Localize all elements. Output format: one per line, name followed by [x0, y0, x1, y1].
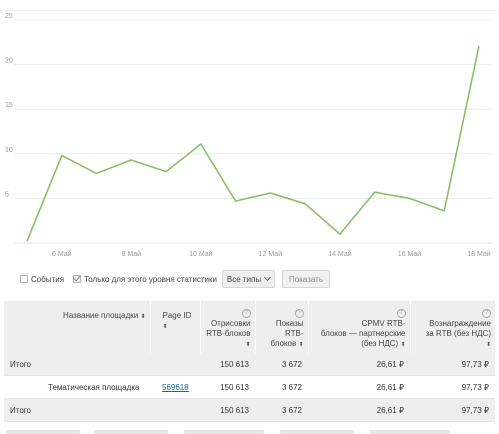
col-reward-label-1: Вознаграждение	[429, 319, 491, 328]
table-row: Тематическая площадка 569618 150 613 3 6…	[4, 375, 495, 399]
col-reward-header[interactable]: ? Вознаграждение за RTB (без НДС) ⬍	[410, 301, 495, 353]
cell-pageid: 569618	[150, 375, 200, 399]
col-cpmv-label-2: блоков — партнерские	[320, 329, 406, 338]
events-label[interactable]: События	[31, 275, 65, 284]
sort-icon: ⬍	[298, 342, 304, 348]
col-renders-label-2: RTB-блоков	[206, 329, 251, 338]
cell-reward: 97,73 ₽	[410, 398, 495, 422]
cell-pageid	[150, 353, 200, 376]
top-divider	[0, 0, 499, 11]
x-tick-label: 8 Май	[122, 250, 142, 258]
cell-shows: 3 672	[255, 398, 308, 422]
stats-table: Название площадки ⬍ Page ID ⬍ ? Отрисовки…	[4, 301, 495, 422]
sort-icon: ⬍	[162, 324, 168, 330]
help-icon[interactable]: ?	[482, 309, 491, 318]
cell-reward: 97,73 ₽	[410, 375, 495, 399]
series-line	[26, 45, 480, 242]
bottom-stub	[6, 430, 80, 434]
y-tick-label: 5	[5, 191, 9, 198]
y-axis-ticks: 5 10 15 20 25	[5, 13, 13, 198]
col-reward-label-2: за RTB (без НДС)	[425, 329, 491, 338]
help-icon[interactable]: ?	[396, 309, 406, 318]
help-icon[interactable]: ?	[241, 309, 251, 318]
y-tick-label: 20	[5, 58, 13, 65]
col-shows-header[interactable]: ? Показы RTB-блоков ⬍	[255, 301, 309, 353]
col-shows-label-2: RTB-	[284, 329, 304, 338]
only-level-checkbox[interactable]	[73, 273, 81, 283]
cell-renders: 150 613	[200, 375, 255, 399]
sort-icon: ⬍	[245, 342, 251, 348]
events-checkbox[interactable]	[20, 275, 28, 283]
sort-icon: ⬍	[400, 342, 406, 348]
bottom-controls-stub	[0, 430, 499, 434]
col-name-label: Название площадки	[63, 311, 139, 320]
cell-name: Итого	[4, 353, 150, 376]
chart-gridlines	[14, 19, 492, 244]
col-cpmv-header[interactable]: ? CPMV RTB-блоков — партнерские (без НДС)…	[308, 301, 411, 353]
x-tick-label: 18 Май	[467, 250, 491, 258]
x-axis-ticks: 6 Май 8 Май 10 Май 12 Май 14 Май 16 Май 18 Май	[52, 250, 491, 258]
stats-table-container: Название площадки ⬍ Page ID ⬍ ? Отрисовки…	[4, 301, 495, 434]
y-tick-label: 10	[5, 147, 13, 154]
types-dropdown-label: Все типы	[226, 275, 262, 284]
chart-series	[26, 45, 480, 242]
cell-cpmv: 26,61 ₽	[308, 353, 410, 376]
x-tick-label: 14 Май	[328, 250, 352, 258]
col-cpmv-label-3: (без НДС)	[361, 339, 399, 348]
cell-renders: 150 613	[200, 353, 255, 376]
help-icon[interactable]: ?	[294, 309, 304, 318]
types-dropdown[interactable]: Все типы	[222, 270, 275, 288]
cell-shows: 3 672	[255, 375, 308, 399]
cell-cpmv: 26,61 ₽	[308, 375, 410, 399]
cell-pageid	[150, 398, 200, 422]
only-level-label[interactable]: Только для этого уровня статистики	[84, 275, 217, 284]
x-tick-label: 6 Май	[52, 250, 72, 258]
page-id-link[interactable]: 569618	[162, 382, 189, 392]
col-shows-label-1: Показы	[275, 319, 304, 328]
line-chart: 5 10 15 20 25 6 Май 8 Май 10 Май 12 Май 14 Май 16…	[5, 13, 492, 258]
col-renders-label-1: Отрисовки	[210, 319, 251, 328]
col-name-header[interactable]: Название площадки ⬍	[4, 301, 151, 353]
col-pageid-label: Page ID	[162, 311, 192, 320]
cell-shows: 3 672	[255, 353, 308, 376]
table-row-total: Итого 150 613 3 672 26,61 ₽ 97,73 ₽	[4, 353, 495, 376]
col-cpmv-label-1: CPMV RTB-	[361, 319, 406, 328]
col-renders-header[interactable]: ? Отрисовки RTB-блоков ⬍	[200, 301, 256, 353]
cell-renders: 150 613	[200, 398, 255, 422]
bottom-stub	[94, 430, 168, 434]
chart-controls: События Только для этого уровня статисти…	[0, 270, 499, 290]
cell-cpmv: 26,61 ₽	[308, 398, 410, 422]
sort-icon: ⬍	[140, 314, 146, 320]
bottom-stub	[280, 430, 354, 434]
cell-name: Тематическая площадка	[4, 375, 150, 399]
col-shows-label-3: блоков	[270, 339, 297, 348]
x-tick-label: 12 Май	[259, 250, 283, 258]
x-tick-label: 10 Май	[189, 250, 213, 258]
col-pageid-header[interactable]: Page ID ⬍	[150, 301, 201, 353]
y-tick-label: 15	[5, 102, 13, 109]
chevron-down-icon	[264, 273, 272, 282]
table-row-total: Итого 150 613 3 672 26,61 ₽ 97,73 ₽	[4, 398, 495, 422]
check-icon	[73, 273, 81, 282]
show-button[interactable]: Показать	[282, 270, 330, 288]
cell-name: Итого	[4, 398, 150, 422]
table-header-row: Название площадки ⬍ Page ID ⬍ ? Отрисовки…	[4, 301, 495, 353]
cell-reward: 97,73 ₽	[410, 353, 495, 376]
y-tick-label: 25	[5, 13, 13, 20]
sort-icon: ⬍	[485, 342, 491, 348]
bottom-stub	[184, 430, 264, 434]
bottom-stub	[370, 430, 450, 434]
x-tick-label: 16 Май	[398, 250, 422, 258]
